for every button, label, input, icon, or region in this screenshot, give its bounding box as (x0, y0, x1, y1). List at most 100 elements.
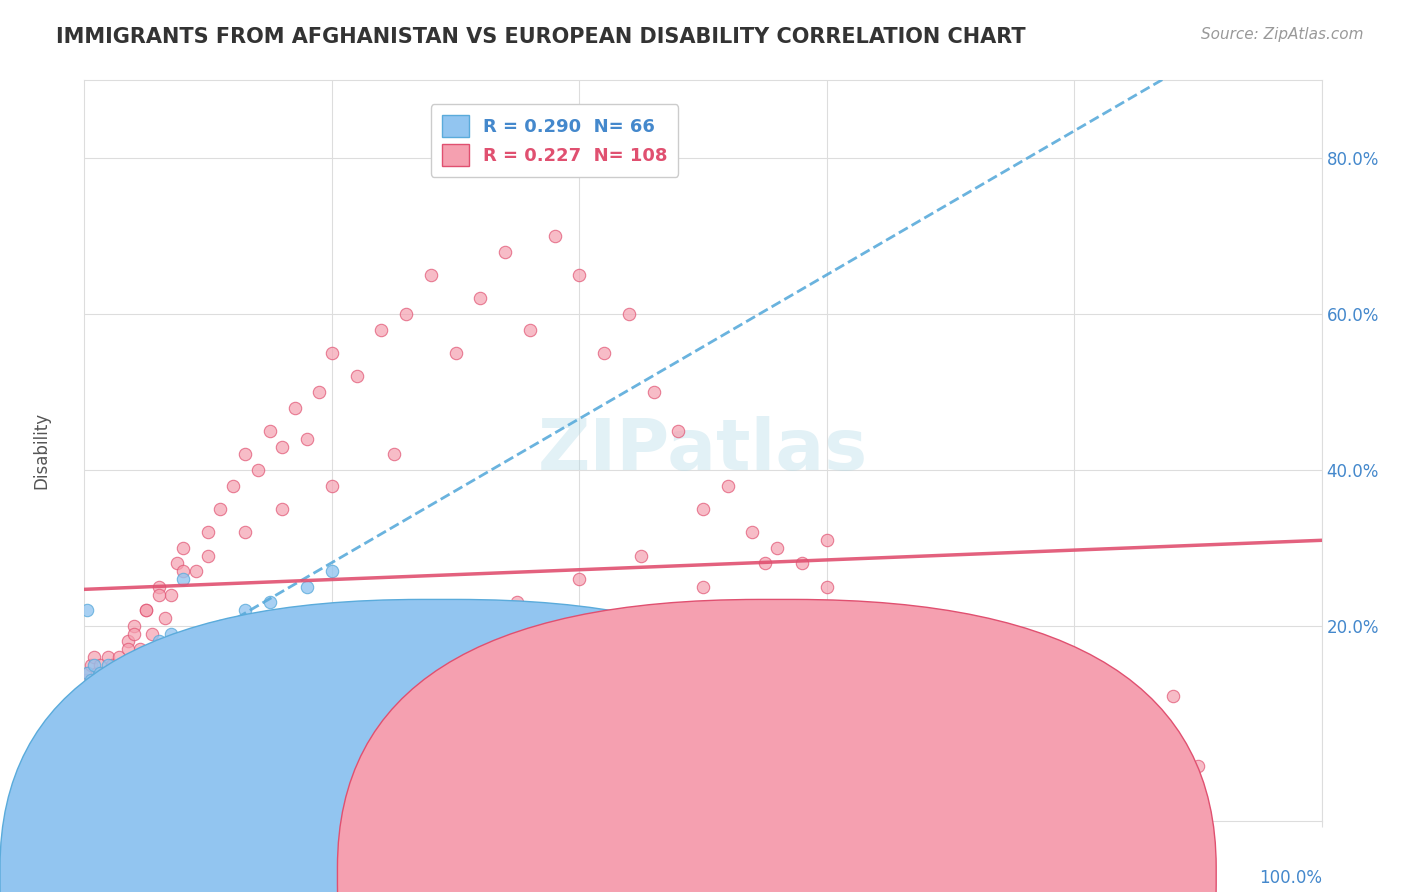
Point (84, 697, 107, 711)
Point (117, 642, 139, 657)
Point (1187, 759, 1209, 773)
Point (122, 626, 145, 640)
Point (259, 595, 281, 609)
Point (741, 525, 763, 540)
Point (100, 665, 122, 680)
Point (117, 634, 139, 648)
Point (97, 657, 120, 672)
Point (1063, 689, 1085, 703)
Point (519, 323, 541, 337)
Point (77, 665, 100, 680)
Point (284, 401, 307, 415)
Point (135, 673, 157, 688)
Point (104, 697, 127, 711)
Point (233, 447, 256, 461)
Point (97, 650, 120, 665)
Point (83, 743, 105, 757)
Point (96, 705, 118, 719)
Point (91, 697, 114, 711)
Point (172, 634, 194, 648)
Point (89, 689, 111, 703)
Point (1112, 681, 1135, 695)
Point (122, 665, 145, 680)
Point (160, 650, 183, 665)
Point (470, 292, 492, 306)
Text: Europeans: Europeans (828, 856, 915, 874)
Point (568, 268, 591, 282)
Point (988, 665, 1011, 680)
Point (86, 665, 108, 680)
Point (129, 650, 152, 665)
Point (89, 673, 111, 688)
Point (666, 424, 689, 438)
Point (295, 432, 318, 446)
Point (1137, 705, 1160, 719)
Point (104, 665, 127, 680)
Point (543, 229, 565, 244)
Point (233, 525, 256, 540)
Point (506, 595, 529, 609)
Point (75, 673, 97, 688)
Point (91, 720, 114, 734)
Point (197, 626, 219, 640)
Point (77, 720, 100, 734)
Point (1088, 697, 1111, 711)
Text: 100.0%: 100.0% (1258, 869, 1322, 887)
Point (108, 650, 131, 665)
Point (110, 657, 132, 672)
Point (914, 642, 936, 657)
Point (395, 307, 418, 321)
Point (90, 681, 112, 695)
Point (87, 712, 110, 726)
Point (94, 673, 117, 688)
Point (166, 557, 188, 571)
Point (94, 689, 117, 703)
Point (96, 681, 118, 695)
Point (90, 681, 112, 695)
Point (98, 681, 121, 695)
Text: IMMIGRANTS FROM AFGHANISTAN VS EUROPEAN DISABILITY CORRELATION CHART: IMMIGRANTS FROM AFGHANISTAN VS EUROPEAN … (56, 27, 1026, 46)
Point (82, 728, 104, 742)
Point (94, 705, 117, 719)
Point (148, 580, 170, 594)
Point (117, 665, 139, 680)
Text: Immigrants from Afghanistan: Immigrants from Afghanistan (412, 856, 657, 874)
Point (80, 697, 103, 711)
Point (89, 689, 111, 703)
Point (197, 549, 219, 563)
Point (89, 657, 111, 672)
Point (222, 478, 245, 492)
Point (382, 447, 405, 461)
Point (865, 619, 887, 633)
Point (141, 626, 163, 640)
Point (148, 642, 170, 657)
Point (77, 681, 100, 695)
Point (295, 580, 318, 594)
Point (766, 541, 789, 555)
Point (593, 346, 616, 360)
Point (965, 657, 987, 672)
Point (692, 580, 714, 594)
Point (75, 712, 97, 726)
Point (122, 657, 145, 672)
Point (84, 681, 107, 695)
Point (87, 673, 110, 688)
Point (91, 705, 114, 719)
Point (76, 603, 98, 617)
Point (246, 463, 269, 477)
Point (444, 619, 467, 633)
Point (370, 323, 392, 337)
Legend: R = 0.290  N= 66, R = 0.227  N= 108: R = 0.290 N= 66, R = 0.227 N= 108 (430, 104, 678, 177)
Point (110, 689, 132, 703)
Point (84, 712, 107, 726)
Point (890, 634, 912, 648)
Point (79, 697, 101, 711)
Point (135, 650, 157, 665)
Point (321, 564, 343, 578)
Point (82, 697, 104, 711)
Point (76, 681, 98, 695)
Point (321, 346, 343, 360)
Point (643, 384, 665, 399)
Point (82, 705, 104, 719)
Point (172, 572, 194, 586)
